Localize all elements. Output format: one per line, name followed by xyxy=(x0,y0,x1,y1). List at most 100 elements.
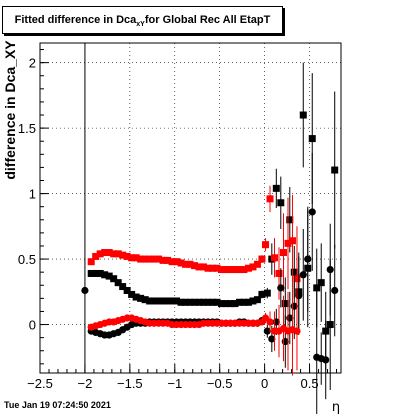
data-point xyxy=(272,184,280,192)
data-point xyxy=(146,255,154,263)
timestamp: Tue Jan 19 07:24:50 2021 xyxy=(4,400,111,410)
title-subscript: xY xyxy=(136,20,145,28)
data-point xyxy=(304,255,312,263)
data-point xyxy=(191,298,199,306)
data-point xyxy=(266,195,274,203)
data-point xyxy=(195,298,203,306)
data-point xyxy=(209,264,217,272)
data-point xyxy=(209,298,217,306)
data-point xyxy=(222,300,230,308)
data-point xyxy=(279,249,287,257)
data-point xyxy=(253,260,261,268)
data-point xyxy=(132,254,140,262)
data-point xyxy=(159,256,167,264)
data-point xyxy=(128,290,136,298)
title-prefix: Fitted difference in Dca xyxy=(14,14,137,26)
data-point xyxy=(101,249,109,257)
data-point xyxy=(173,297,181,305)
x-axis: −2.5 −2 −1.5 −1 −0.5 0 0.5 xyxy=(27,364,338,391)
data-point xyxy=(105,272,113,280)
data-point xyxy=(141,255,149,263)
x-tick-label: −1.5 xyxy=(117,376,143,391)
x-tick-label: −2 xyxy=(78,376,93,391)
data-point xyxy=(293,327,301,335)
data-point xyxy=(96,250,104,258)
data-point xyxy=(173,258,181,266)
data-point xyxy=(222,266,230,274)
data-point xyxy=(277,199,285,207)
data-point xyxy=(231,300,239,308)
data-point xyxy=(275,269,283,277)
data-point xyxy=(123,287,131,294)
data-point xyxy=(177,259,185,267)
data-point xyxy=(226,266,234,274)
data-point xyxy=(177,298,185,306)
x-tick-label: −2.5 xyxy=(27,376,53,391)
data-point xyxy=(258,255,266,263)
x-tick-label: 0 xyxy=(261,376,268,391)
data-point xyxy=(87,258,95,266)
data-point xyxy=(123,252,131,260)
data-point xyxy=(110,275,118,283)
data-point xyxy=(244,298,252,306)
data-point xyxy=(293,275,301,283)
data-point xyxy=(258,290,266,298)
data-point xyxy=(231,266,239,274)
data-point xyxy=(331,286,339,295)
data-point xyxy=(244,264,252,272)
data-point xyxy=(186,260,194,268)
data-point xyxy=(299,111,307,119)
data-point xyxy=(137,255,145,263)
data-point xyxy=(288,237,296,245)
data-markers xyxy=(81,62,339,414)
data-point xyxy=(155,255,163,263)
data-point xyxy=(92,269,100,277)
data-point xyxy=(128,254,136,262)
data-point xyxy=(141,296,149,304)
data-point xyxy=(182,298,190,306)
data-point xyxy=(277,284,285,292)
data-point xyxy=(295,292,303,300)
data-point xyxy=(271,254,279,262)
data-point xyxy=(317,279,325,287)
data-point xyxy=(253,296,261,304)
data-point xyxy=(114,279,122,287)
y-axis-label: difference in Dca_XY xyxy=(2,40,18,180)
data-point xyxy=(313,284,321,292)
data-point xyxy=(159,297,167,305)
data-point xyxy=(322,356,330,364)
data-point xyxy=(150,255,158,263)
data-point xyxy=(200,263,208,271)
data-point xyxy=(92,252,100,260)
data-point xyxy=(226,300,234,308)
data-point xyxy=(235,298,243,306)
data-point xyxy=(217,266,225,274)
data-point xyxy=(217,300,225,308)
data-point xyxy=(308,135,316,143)
data-point xyxy=(249,297,257,305)
data-point xyxy=(331,166,339,174)
data-point xyxy=(168,258,176,266)
data-point xyxy=(286,216,294,224)
data-point xyxy=(263,327,271,335)
data-point xyxy=(81,286,89,295)
data-point xyxy=(326,265,334,274)
data-point xyxy=(290,268,298,276)
y-tick-label: 2 xyxy=(29,56,36,71)
data-point xyxy=(263,289,271,297)
data-point xyxy=(266,318,274,326)
data-point xyxy=(235,266,243,274)
data-point xyxy=(137,294,145,302)
data-point xyxy=(299,271,307,279)
title-suffix: for Global Rec All EtapT xyxy=(144,14,271,26)
data-point xyxy=(87,269,95,277)
data-point xyxy=(262,241,270,249)
data-point xyxy=(326,321,334,329)
data-point xyxy=(119,283,127,291)
data-point xyxy=(204,298,212,306)
x-tick-label: −1 xyxy=(167,376,182,391)
data-point xyxy=(168,297,176,305)
data-point xyxy=(240,298,248,306)
data-point xyxy=(96,269,104,277)
